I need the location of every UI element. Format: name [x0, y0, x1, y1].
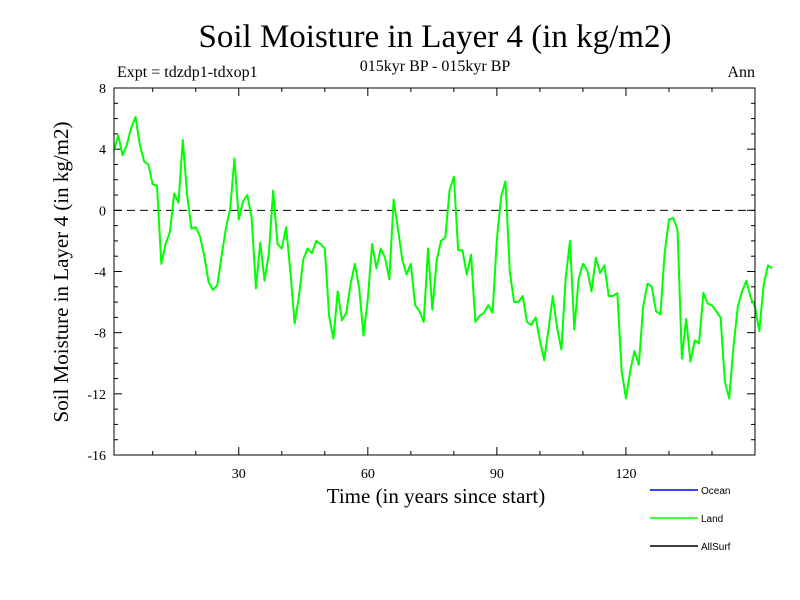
y-tick-label: -8 [94, 327, 106, 342]
y-tick-label: -4 [94, 266, 106, 281]
axes-ticks [114, 87, 755, 456]
y-tick-label: 0 [99, 204, 106, 219]
y-tick-label: 4 [99, 143, 106, 158]
x-tick-label: 90 [490, 467, 504, 482]
x-tick-labels: 30 60 90 120 [232, 467, 637, 482]
x-tick-label: 120 [615, 467, 636, 482]
chart-title: Soil Moisture in Layer 4 (in kg/m2) [199, 19, 672, 55]
series-group [113, 116, 773, 400]
y-tick-labels: 8 4 0 -4 -8 -12 -16 [87, 82, 106, 464]
legend-label-allsurf: AllSurf [701, 542, 731, 553]
x-tick-label: 30 [232, 467, 246, 482]
plot-area-frame [113, 87, 756, 456]
y-axis-label: Soil Moisture in Layer 4 (in kg/m2) [49, 122, 73, 423]
y-tick-label: 8 [99, 82, 106, 97]
y-tick-label: -16 [87, 449, 106, 464]
series-line-land [113, 116, 773, 400]
legend-label-ocean: Ocean [701, 486, 730, 497]
y-tick-label: -12 [87, 388, 106, 403]
legend: Ocean Land AllSurf [650, 486, 731, 553]
legend-label-land: Land [701, 514, 723, 525]
experiment-label: Expt = tdzdp1-tdxop1 [117, 64, 258, 81]
x-tick-label: 60 [361, 467, 375, 482]
x-axis-label: Time (in years since start) [327, 484, 546, 508]
season-label: Ann [727, 64, 755, 81]
chart-subtitle: 015kyr BP - 015kyr BP [360, 58, 511, 75]
